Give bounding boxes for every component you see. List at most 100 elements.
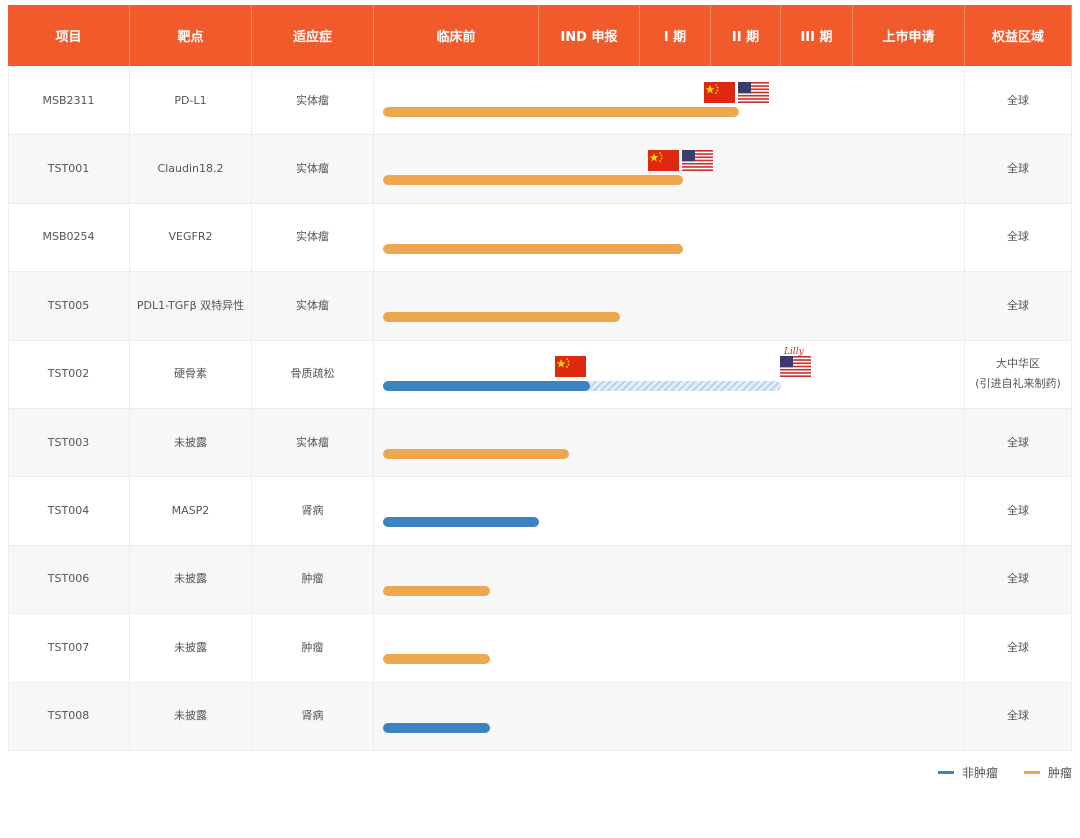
cell-region: 全球 (965, 477, 1072, 546)
cell-stage (374, 545, 965, 615)
header-cell: IND 申报 (539, 5, 640, 66)
cell-indication: 骨质疏松 (252, 340, 374, 409)
cell-target: 未披露 (130, 409, 252, 478)
cell-target: Claudin18.2 (130, 135, 252, 204)
progress-bar (383, 107, 739, 117)
row-bg (8, 135, 1072, 204)
cell-id: TST002 (8, 340, 130, 409)
row-bg (8, 409, 1072, 478)
cell-stage (374, 682, 965, 751)
cell-indication: 实体瘤 (252, 203, 374, 273)
region-note: (引进自礼来制药) (975, 377, 1061, 391)
legend: 非肿瘤 肿瘤 (937, 764, 1072, 781)
row-bg (8, 340, 1072, 409)
cell-indication: 肿瘤 (252, 545, 374, 615)
region: 全球 (1007, 93, 1029, 107)
progress-bar (383, 243, 683, 254)
progress-bar (383, 380, 590, 391)
progress-bar (383, 722, 490, 733)
legend-label: 肿瘤 (1047, 766, 1072, 780)
cell-region: 全球 (965, 135, 1072, 204)
flag-cn (647, 150, 679, 172)
row-bg (8, 203, 1072, 273)
row-bg (8, 67, 1072, 136)
cell-indication: 实体瘤 (252, 135, 374, 204)
cell-region: 全球 (965, 409, 1072, 478)
cell-target: 硬骨素 (130, 340, 252, 409)
cell-id: TST007 (8, 614, 130, 683)
cell-region: 全球 (965, 272, 1072, 341)
cell-stage (374, 272, 965, 341)
legend-swatch (1023, 771, 1040, 774)
cell-indication: 肾病 (252, 682, 374, 751)
region: 大中华区 (996, 357, 1040, 371)
legend-swatch (937, 771, 954, 774)
header-cell: III 期 (781, 5, 853, 66)
header-cell: 项目 (8, 5, 130, 66)
cell-indication: 实体瘤 (252, 67, 374, 136)
region: 全球 (1007, 640, 1029, 654)
cell-indication: 实体瘤 (252, 272, 374, 341)
header-cell: II 期 (711, 5, 781, 66)
region: 全球 (1007, 572, 1029, 586)
region: 全球 (1007, 435, 1029, 449)
cell-target: 未披露 (130, 682, 252, 751)
cell-stage (374, 203, 965, 273)
legend-item: 非肿瘤 (937, 764, 998, 781)
legend-item: 肿瘤 (1023, 764, 1072, 781)
cell-indication: 肿瘤 (252, 614, 374, 683)
cell-id: TST006 (8, 545, 130, 615)
header-cell: I 期 (640, 5, 711, 66)
progress-bar (383, 312, 620, 323)
legend-label: 非肿瘤 (961, 766, 998, 780)
cell-stage (374, 340, 965, 409)
cell-stage (374, 477, 965, 546)
cell-id: TST003 (8, 409, 130, 478)
cell-id: MSB2311 (8, 67, 130, 136)
cell-target: MASP2 (130, 477, 252, 546)
cell-id: TST008 (8, 682, 130, 751)
region: 全球 (1007, 230, 1029, 244)
cell-region: 全球 (965, 545, 1072, 615)
cell-target: 未披露 (130, 545, 252, 615)
cell-indication: 肾病 (252, 477, 374, 546)
cell-region: 全球 (965, 682, 1072, 751)
region: 全球 (1007, 709, 1029, 723)
flag-cn (704, 82, 735, 103)
cell-target: PDL1-TGFβ 双特异性 (130, 272, 252, 341)
cell-stage (374, 135, 965, 204)
cell-id: TST004 (8, 477, 130, 546)
cell-id: MSB0254 (8, 203, 130, 273)
row-bg (8, 614, 1072, 683)
header-cell: 临床前 (374, 5, 539, 66)
progress-bar (383, 585, 490, 596)
cell-stage (374, 614, 965, 683)
header-cell: 靶点 (130, 5, 252, 66)
row-bg (8, 682, 1072, 751)
cell-region: 全球 (965, 67, 1072, 136)
progress-bar (383, 449, 570, 459)
region: 全球 (1007, 298, 1029, 312)
progress-bar (383, 654, 490, 665)
row-bg (8, 477, 1072, 546)
progress-bar (383, 175, 683, 186)
cell-region: 全球 (965, 614, 1072, 683)
cell-id: TST005 (8, 272, 130, 341)
header-cell: 权益区域 (965, 5, 1072, 66)
region: 全球 (1007, 162, 1029, 176)
cell-region: 全球 (965, 203, 1072, 273)
row-bg (8, 545, 1072, 615)
cell-stage (374, 67, 965, 136)
progress-bar (383, 517, 539, 528)
row-bg (8, 272, 1072, 341)
cell-id: TST001 (8, 135, 130, 204)
flag-cn (554, 355, 586, 377)
cell-indication: 实体瘤 (252, 409, 374, 478)
flag-us (681, 150, 713, 172)
partner-logo: Lilly (784, 346, 804, 357)
cell-stage (374, 409, 965, 478)
cell-target: PD-L1 (130, 67, 252, 136)
cell-target: 未披露 (130, 614, 252, 683)
header-cell: 上市申请 (853, 5, 965, 66)
